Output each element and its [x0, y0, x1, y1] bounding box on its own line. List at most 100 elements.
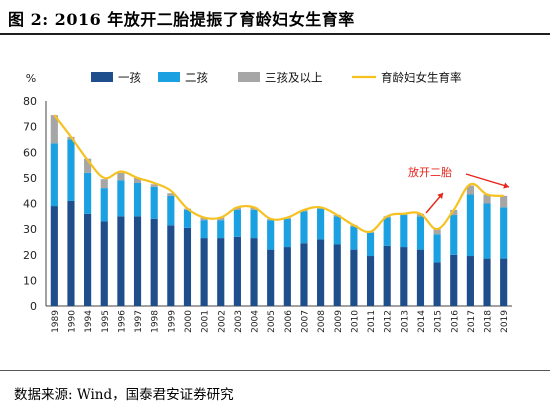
bar-segment-second-child: [117, 180, 125, 217]
x-tick-label: 2012: [384, 310, 394, 333]
y-tick-label: 50: [23, 172, 37, 185]
bar-segment-second-child: [133, 183, 142, 217]
legend: 一孩 二孩 三孩及以上 育龄妇女生育率: [91, 71, 462, 85]
stacked-bar-line-chart: 一孩 二孩 三孩及以上 育龄妇女生育率 % 0 10 20 30 40 50 60 70 80 1989 1…: [23, 71, 512, 333]
bar-segment-first-child: [483, 258, 491, 306]
legend-label: 育龄妇女生育率: [381, 71, 462, 85]
x-tick-label: 1996: [117, 310, 127, 333]
bar-segment-third-plus: [217, 217, 225, 221]
bar-segment-first-child: [150, 218, 158, 306]
bar-segment-first-child: [267, 249, 275, 306]
x-tick-label: 2001: [201, 310, 211, 333]
bar-segment-second-child: [167, 195, 175, 226]
bar-segment-third-plus: [133, 177, 142, 183]
bar-segment-first-child: [400, 247, 408, 306]
bar-segment-third-plus: [84, 158, 92, 173]
x-tick-label: 1999: [167, 310, 177, 333]
legend-label: 三孩及以上: [265, 71, 323, 85]
x-tick-label: 2010: [350, 310, 360, 333]
bar-segment-third-plus: [233, 207, 241, 210]
bar-segment-second-child: [100, 188, 108, 222]
x-tick-label: 2004: [251, 310, 261, 333]
y-tick-label: 20: [23, 249, 37, 262]
annotation: 放开二胎: [408, 165, 510, 214]
y-tick-label: 30: [23, 223, 37, 236]
bar-segment-first-child: [366, 256, 375, 306]
bar-segment-second-child: [483, 203, 491, 259]
bar-segment-third-plus: [150, 184, 158, 187]
bar-segment-third-plus: [167, 193, 175, 196]
bar-segment-first-child: [383, 245, 391, 306]
annotation-label: 放开二胎: [408, 165, 452, 179]
x-tick-label: 1989: [51, 310, 61, 333]
x-tick-label: 2017: [467, 310, 477, 333]
x-tick-label: 2016: [450, 310, 460, 333]
bar-segment-first-child: [183, 227, 192, 306]
x-tick-label: 2005: [267, 310, 277, 333]
bar-segment-second-child: [67, 139, 75, 201]
y-tick-label: 40: [23, 198, 37, 211]
bar-segment-first-child: [117, 216, 125, 306]
x-tick-label: 1994: [84, 310, 94, 333]
bar-segment-first-child: [500, 258, 508, 306]
x-tick-label: 1997: [134, 310, 144, 333]
bar-segment-first-child: [466, 256, 474, 306]
x-tick-label: 2003: [234, 310, 244, 333]
bar-segment-first-child: [50, 206, 58, 306]
bar-segment-second-child: [283, 218, 291, 248]
fertility-rate-line-path: [53, 114, 504, 234]
fertility-rate-line: [53, 114, 504, 234]
bar-segment-second-child: [217, 220, 225, 239]
x-tick-label: 2011: [367, 310, 377, 333]
legend-swatch: [91, 72, 113, 82]
x-tick-label: 2002: [217, 310, 227, 333]
bar-segment-first-child: [283, 247, 291, 306]
bar-segment-first-child: [433, 262, 441, 306]
bar-segment-second-child: [433, 234, 441, 263]
bar-segment-first-child: [450, 254, 458, 306]
bar-segment-second-child: [450, 215, 458, 255]
bar-segment-second-child: [383, 217, 391, 246]
bar-segment-first-child: [233, 236, 241, 306]
y-tick-label: 60: [23, 146, 37, 159]
annotation-arrow-right: [465, 173, 510, 188]
bar-segment-second-child: [233, 209, 241, 237]
bar-segment-second-child: [416, 216, 425, 250]
bar-segment-first-child: [217, 238, 225, 306]
bar-segment-second-child: [500, 207, 508, 259]
bar-segment-third-plus: [450, 209, 458, 216]
legend-swatch: [238, 72, 260, 82]
bar-segment-third-plus: [117, 172, 125, 181]
source-divider: [0, 370, 550, 371]
bars: [50, 115, 508, 306]
bar-segment-first-child: [416, 249, 425, 306]
bar-segment-first-child: [250, 238, 258, 306]
bar-segment-third-plus: [483, 194, 491, 204]
source-note: 数据来源: Wind，国泰君安证券研究: [14, 387, 234, 403]
bar-segment-third-plus: [250, 207, 258, 210]
x-tick-label: 2008: [317, 310, 327, 333]
bar-segment-second-child: [250, 209, 258, 239]
bar-segment-third-plus: [416, 213, 425, 217]
legend-label: 一孩: [118, 71, 141, 85]
bar-segment-second-child: [317, 208, 325, 240]
bar-segment-first-child: [84, 213, 92, 306]
title-divider: [0, 33, 550, 35]
bar-segment-second-child: [150, 186, 158, 219]
bar-segment-second-child: [84, 172, 92, 214]
bar-segment-second-child: [350, 226, 358, 250]
bar-segment-third-plus: [500, 195, 508, 208]
bar-segment-first-child: [100, 221, 108, 306]
y-unit-label: %: [26, 72, 36, 85]
x-tick-label: 1995: [101, 310, 111, 333]
bar-segment-third-plus: [433, 229, 441, 235]
bar-segment-second-child: [50, 143, 58, 207]
bar-segment-third-plus: [200, 217, 208, 221]
bar-segment-first-child: [300, 243, 308, 306]
bar-segment-second-child: [466, 194, 474, 257]
annotation-arrow-up-head: [437, 193, 443, 199]
x-tick-label: 1990: [67, 310, 77, 333]
x-tick-label: 2014: [417, 310, 427, 333]
y-tick-label: 70: [23, 121, 37, 134]
annotation-arrow-right-head: [503, 182, 509, 189]
